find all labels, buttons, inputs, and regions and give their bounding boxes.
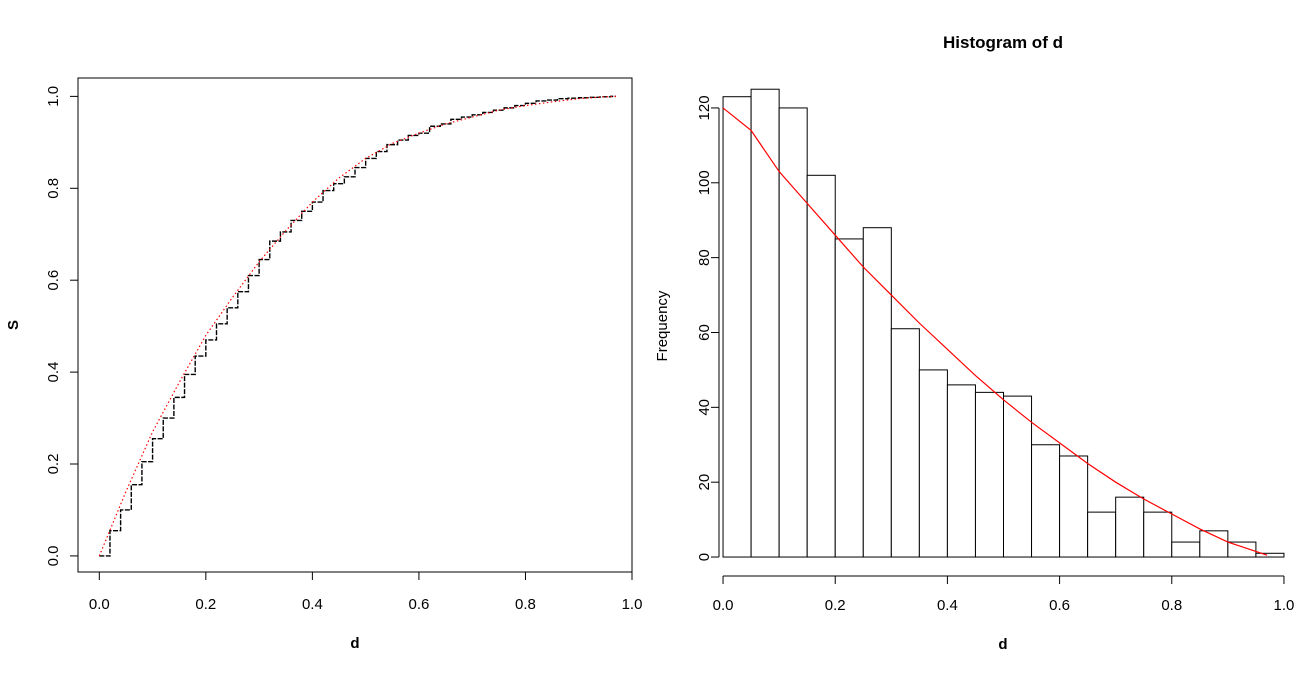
histogram-plot: Histogram of d 0.0 0.2 0.4 0.6 0.8 1.0 0 20 40 6… — [654, 33, 1294, 653]
right-x-axis-label: d — [998, 636, 1007, 653]
histogram-bar — [778, 107, 808, 558]
histogram-bar — [946, 384, 976, 558]
right-y-axis-label: Frequency — [654, 290, 671, 361]
right-x-tick-label: 0.6 — [1049, 597, 1070, 614]
histogram-bar — [1115, 496, 1145, 558]
left-y-axis-ticks: 0.0 0.2 0.4 0.6 0.8 1.0 — [45, 86, 78, 566]
histogram-bar — [750, 88, 780, 558]
left-x-tick-label: 0.2 — [195, 596, 216, 613]
ecdf-plot: 0.0 0.2 0.4 0.6 0.8 1.0 0.00.20.40.60.81.0 d … — [5, 77, 643, 652]
ecdf-step-line — [99, 95, 617, 557]
histogram-bar — [806, 174, 836, 558]
histogram-bar — [862, 227, 892, 558]
histogram-bar — [1199, 530, 1229, 558]
histogram-bar — [1059, 455, 1089, 558]
left-y-tick-label: 1.0 — [45, 86, 62, 107]
right-y-tick-label: 60 — [696, 324, 713, 341]
left-x-tick-label: 0.0 — [89, 596, 110, 613]
fitted-cdf-dotted-line — [98, 95, 617, 557]
histogram-bar — [1143, 511, 1173, 558]
right-x-axis-ticks: 0.0 0.2 0.4 0.6 0.8 1.0 — [713, 575, 1295, 614]
left-y-tick-label: 0.4 — [45, 362, 62, 383]
right-x-tick-label: 0.8 — [1161, 597, 1182, 614]
right-x-tick-label: 0.4 — [937, 597, 958, 614]
left-x-axis-ticks: 0.0 0.2 0.4 0.6 0.8 1.0 — [89, 572, 643, 613]
left-x-tick-label: 0.6 — [408, 596, 429, 613]
left-x-tick-label: 0.4 — [302, 596, 323, 613]
histogram-density-curve — [722, 107, 1268, 556]
right-y-tick-label: 120 — [696, 95, 713, 120]
right-y-axis-ticks: 0 20 40 60 80 100 120 — [696, 95, 720, 561]
histogram-bar — [1087, 511, 1117, 558]
histogram-bar — [1003, 395, 1033, 558]
right-x-tick-label: 0.0 — [713, 597, 734, 614]
right-y-tick-label: 80 — [696, 249, 713, 266]
histogram-bar — [722, 96, 752, 558]
left-y-tick-label: 0.6 — [45, 270, 62, 291]
histogram-title: Histogram of d — [943, 33, 1063, 52]
histogram-bar — [974, 391, 1004, 558]
right-x-tick-label: 0.2 — [825, 597, 846, 614]
histogram-bar — [1227, 541, 1257, 558]
right-y-tick-label: 100 — [696, 170, 713, 195]
histogram-bars — [722, 88, 1285, 558]
left-y-tick-label: 0.0 — [45, 545, 62, 566]
left-x-tick-label: 1.0 — [622, 596, 643, 613]
histogram-bar — [1031, 444, 1061, 558]
histogram-bar — [918, 369, 948, 558]
right-y-tick-label: 20 — [696, 474, 713, 491]
right-y-tick-label: 40 — [696, 399, 713, 416]
left-y-tick-label: 0.8 — [45, 178, 62, 199]
right-y-tick-label: 0 — [696, 553, 713, 561]
left-plot-frame — [77, 77, 633, 573]
left-x-axis-label: d — [350, 635, 359, 652]
histogram-bar — [1171, 541, 1201, 558]
left-series-group — [98, 95, 617, 557]
histogram-overlay-group — [722, 107, 1268, 556]
histogram-bar — [890, 328, 920, 558]
left-y-axis-label: S — [5, 320, 22, 330]
left-y-tick-label: 0.2 — [45, 454, 62, 475]
histogram-bar — [1255, 552, 1285, 558]
histogram-bar — [834, 238, 864, 558]
right-x-tick-label: 1.0 — [1274, 597, 1295, 614]
left-x-tick-label: 0.8 — [515, 596, 536, 613]
